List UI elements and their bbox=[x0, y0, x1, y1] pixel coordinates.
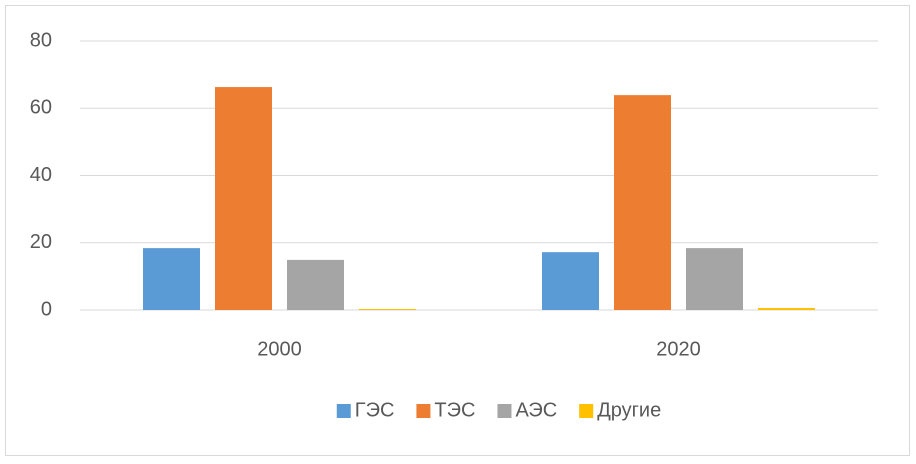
y-tick-label: 60 bbox=[30, 97, 52, 119]
legend-swatch bbox=[336, 404, 351, 418]
legend-swatch bbox=[497, 404, 512, 418]
bar bbox=[686, 248, 743, 310]
x-tick-label: 2020 bbox=[656, 338, 701, 360]
y-tick-label: 40 bbox=[30, 164, 52, 186]
y-tick-label: 80 bbox=[30, 29, 52, 51]
bar bbox=[614, 95, 671, 310]
legend-swatch bbox=[579, 404, 594, 418]
bar bbox=[542, 252, 599, 310]
y-tick-label: 0 bbox=[41, 298, 52, 320]
legend-label: ТЭС bbox=[434, 399, 475, 421]
bar bbox=[215, 87, 272, 310]
legend-label: ГЭС bbox=[355, 399, 395, 421]
legend-label: Другие bbox=[597, 399, 661, 421]
bar bbox=[758, 307, 815, 310]
bar bbox=[287, 259, 344, 310]
legend-label: АЭС bbox=[515, 399, 557, 421]
x-tick-label: 2000 bbox=[257, 338, 302, 360]
y-tick-label: 20 bbox=[30, 231, 52, 253]
bar bbox=[143, 248, 200, 310]
chart-border bbox=[5, 5, 910, 456]
legend-swatch bbox=[416, 404, 431, 418]
bar bbox=[359, 308, 416, 310]
